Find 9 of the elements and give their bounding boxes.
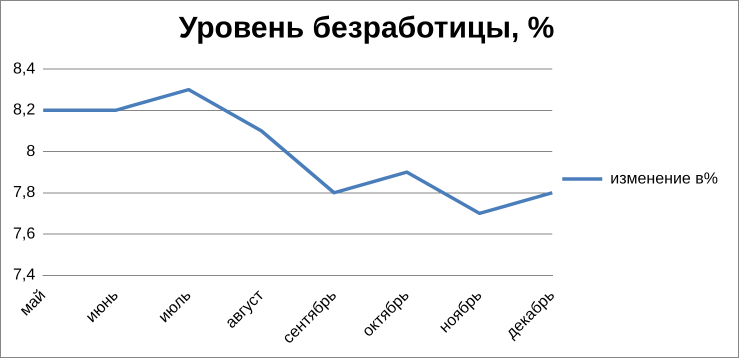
y-tick-label: 7,6 (12, 225, 36, 242)
y-tick-label: 7,8 (12, 184, 36, 202)
chart-title: Уровень безработицы, % (178, 11, 554, 44)
y-tick-label: 8,4 (12, 60, 36, 78)
legend-label: изменение в% (610, 170, 718, 188)
y-tick-label: 7,4 (12, 266, 36, 284)
y-tick-label: 8,2 (12, 102, 36, 119)
x-tick-label: май (16, 286, 50, 320)
y-tick-label: 8 (26, 142, 36, 160)
